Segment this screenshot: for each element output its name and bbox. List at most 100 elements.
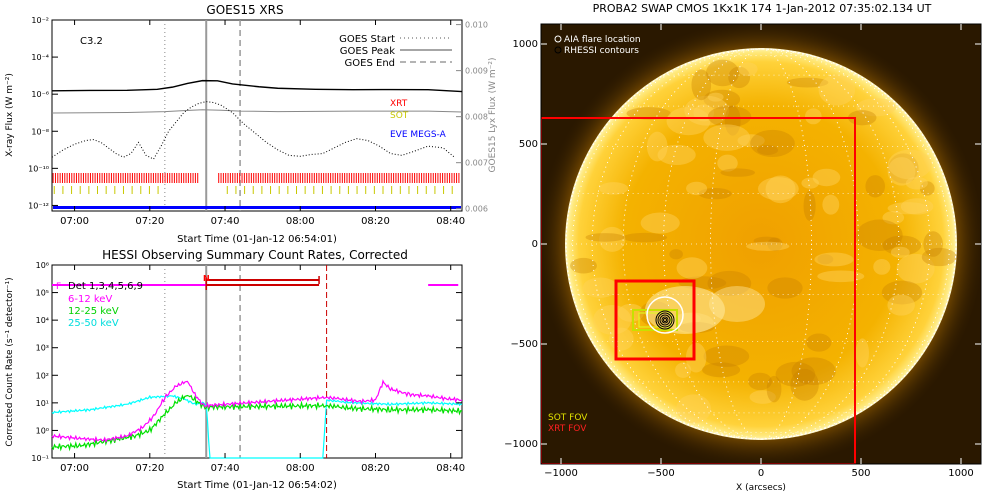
sun-texture-blob <box>691 69 712 101</box>
goes-legend-peak-label: GOES Peak <box>340 46 395 57</box>
swap-legend: AIA flare location RHESSI contours <box>554 35 641 56</box>
rhessi-contour <box>661 316 669 324</box>
sun-texture-blob <box>817 254 834 265</box>
hessi-y-tick-label: 10² <box>36 371 49 380</box>
swap-y-tick-label: 500 <box>519 139 538 150</box>
goes-x-tick-label: 08:40 <box>436 216 465 227</box>
sun-texture-blob <box>873 258 891 275</box>
goes-y-tick-label: 10⁻⁶ <box>31 90 49 99</box>
swap-y-tick-label: 1000 <box>513 39 538 50</box>
goes-x-tick-label: 07:00 <box>60 216 89 227</box>
swap-y-tick-label: 0 <box>532 239 538 250</box>
goes-x-axis-label: Start Time (01-Jan-12 06:54:01) <box>177 234 337 245</box>
sun-texture-blob <box>803 190 816 221</box>
sun-texture-blob <box>900 198 934 215</box>
hessi-6-12-line <box>51 379 463 444</box>
sun-texture-blob <box>919 181 935 196</box>
sun-texture-blob <box>765 175 796 204</box>
goes-y-tick-label: 10⁻² <box>31 16 49 25</box>
sun-texture-blob <box>703 89 741 109</box>
sun-texture-blob <box>805 108 822 125</box>
hessi-25-50-line <box>51 393 463 459</box>
sun-texture-blob <box>812 168 841 187</box>
active-region-glow <box>709 286 765 322</box>
sun-texture-blob <box>896 253 935 284</box>
hessi-x-tick-label: 08:20 <box>361 463 390 474</box>
goes-y-axis-label: X-ray Flux (W m⁻²) <box>5 73 15 157</box>
sun-texture-blob <box>790 368 819 401</box>
sun-texture-blob <box>582 277 618 298</box>
goes-y2-tick-label: 0.006 <box>465 205 488 214</box>
goes-y2-tick-label: 0.009 <box>465 67 488 76</box>
swap-legend-aia: AIA flare location <box>564 35 641 45</box>
sun-texture-blob <box>593 304 632 335</box>
goes-y2-axis-label: GOES15 Lyx Flux (W m⁻²) <box>488 58 498 173</box>
sun-texture-blob <box>666 106 711 136</box>
sun-texture-blob <box>865 175 885 198</box>
sun-texture-blob <box>750 129 795 158</box>
hessi-legend-25-50: 25-50 keV <box>68 318 119 329</box>
sun-texture-blob <box>657 144 696 166</box>
swap-fov-label-sot: SOT FOV <box>548 413 588 423</box>
swap-fov-label-xrt: XRT FOV <box>548 424 587 434</box>
fov-overlays <box>541 117 856 464</box>
hessi-y-tick-label: 10⁵ <box>36 289 49 298</box>
sun-texture-blob <box>888 153 919 184</box>
sun-texture-blob <box>686 181 708 196</box>
sun-texture-blob <box>599 226 626 252</box>
goes-rug-label-sot: SOT <box>390 111 409 121</box>
rhessi-contour <box>663 318 667 322</box>
sun-texture-blob <box>766 375 782 403</box>
sun-texture-blob <box>570 257 597 274</box>
goes-rug-label-xrt: XRT <box>390 99 408 109</box>
rhessi-contour <box>659 314 671 326</box>
sun-texture-blob <box>890 246 910 258</box>
sun-texture-blob <box>882 235 922 256</box>
sun-texture-blob <box>626 107 671 120</box>
sun-texture-blob <box>921 247 957 267</box>
sun-texture-blob <box>676 394 712 424</box>
sun-texture-blob <box>887 294 915 316</box>
sot-fov-inner <box>638 312 672 328</box>
swap-x-tick-label: 1000 <box>948 468 973 479</box>
sun-texture-blob <box>720 168 756 177</box>
xrt-fov-small <box>614 279 696 361</box>
goes-legend-end-label: GOES End <box>345 58 395 69</box>
sun-texture-blob <box>708 92 724 102</box>
swap-y-tick-label: −500 <box>511 339 538 350</box>
sun-texture-blob <box>585 233 625 242</box>
swap-x-tick-label: −1000 <box>544 468 578 479</box>
goes-series-layer <box>51 20 463 211</box>
sun-texture-blob <box>738 62 758 77</box>
sun-texture-blob <box>703 345 750 367</box>
goes-y2-tick-label: 0.008 <box>465 113 488 122</box>
goes-y2-tick-label: 0.010 <box>465 21 488 30</box>
sun-texture-blob <box>698 187 732 200</box>
hessi-x-tick-label: 07:00 <box>60 463 89 474</box>
sun-texture-blob <box>814 252 854 267</box>
hessi-flag-letter-f: F <box>56 282 61 292</box>
hessi-x-tick-label: 07:40 <box>211 463 240 474</box>
sun-texture-blob <box>757 145 779 155</box>
goes-rug-label-eve: EVE MEGS-A <box>390 130 447 140</box>
sun-texture-blob <box>767 277 803 299</box>
swap-legend-rhessi: RHESSI contours <box>564 46 639 56</box>
hessi-y-tick-label: 10⁻¹ <box>31 454 49 463</box>
goes-flare-class: C3.2 <box>80 36 103 47</box>
sun-texture-blob <box>818 74 856 106</box>
goes-x-tick-label: 07:40 <box>211 216 240 227</box>
sun-texture-blob <box>753 236 780 246</box>
sun-texture <box>570 59 957 424</box>
hessi-y-axis-label: Corrected Count Rate (s⁻¹ detector⁻¹) <box>5 277 15 446</box>
hessi-x-tick-label: 08:40 <box>436 463 465 474</box>
sun-texture-blob <box>905 176 928 190</box>
sun-texture-blob <box>748 372 772 391</box>
sun-texture-blob <box>717 154 738 172</box>
hessi-legend-det: Det 1,3,4,5,6,9 <box>68 281 143 292</box>
goes-legend-start-label: GOES Start <box>339 34 395 45</box>
swap-y-tick-label: −1000 <box>504 439 538 450</box>
hessi-axes-layer: 07:00 07:20 07:40 08:00 08:20 08:40 10⁶ 10⁵ 10⁴ 1… <box>31 261 465 474</box>
hessi-y-tick-label: 10⁶ <box>36 261 49 270</box>
sun-texture-blob <box>767 237 783 252</box>
